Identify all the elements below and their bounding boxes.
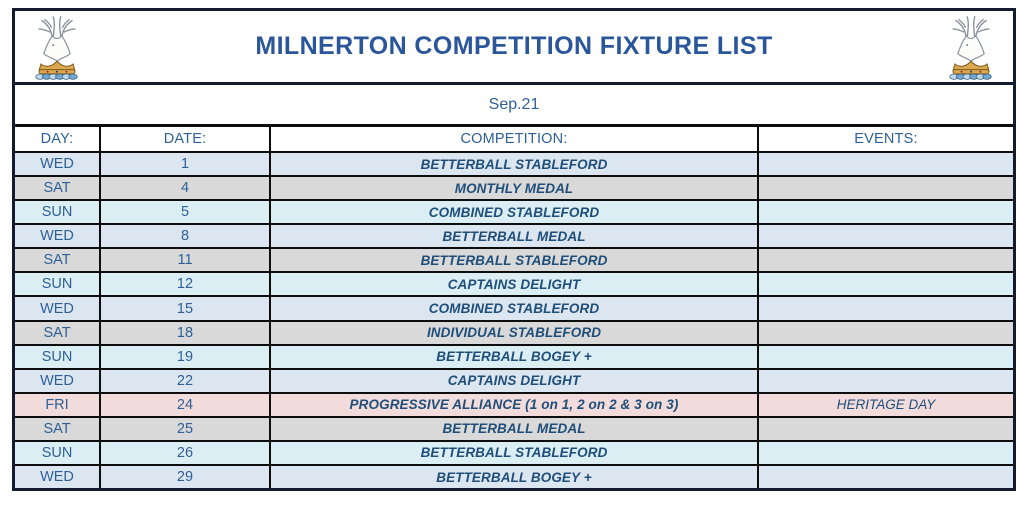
date-cell: 5 bbox=[101, 201, 271, 224]
event-cell bbox=[759, 346, 1013, 368]
club-crest-icon bbox=[949, 15, 992, 80]
fixture-row: FRI 24 PROGRESSIVE ALLIANCE (1 on 1, 2 o… bbox=[15, 393, 1013, 418]
day-cell: SUN bbox=[15, 345, 101, 368]
column-header-day: DAY: bbox=[15, 127, 101, 151]
date-cell: 1 bbox=[101, 153, 271, 176]
event-cell bbox=[759, 201, 1013, 223]
day-cell: SUN bbox=[15, 201, 101, 224]
club-crest-icon bbox=[35, 15, 78, 80]
day-cell: SAT bbox=[15, 321, 101, 344]
day-cell: FRI bbox=[15, 393, 101, 416]
competition-cell: PROGRESSIVE ALLIANCE (1 on 1, 2 on 2 & 3… bbox=[271, 393, 759, 416]
date-cell: 8 bbox=[101, 225, 271, 248]
fixture-row: SUN 12 CAPTAINS DELIGHT bbox=[15, 273, 1013, 298]
competition-cell: BETTERBALL BOGEY + bbox=[271, 466, 759, 489]
fixture-row: SUN 19 BETTERBALL BOGEY + bbox=[15, 345, 1013, 370]
date-cell: 19 bbox=[101, 345, 271, 368]
competition-cell: BETTERBALL MEDAL bbox=[271, 417, 759, 440]
day-cell: SAT bbox=[15, 417, 101, 440]
competition-cell: COMBINED STABLEFORD bbox=[271, 297, 759, 320]
date-cell: 4 bbox=[101, 177, 271, 200]
date-cell: 29 bbox=[101, 466, 271, 489]
competition-cell: BETTERBALL MEDAL bbox=[271, 225, 759, 248]
event-cell bbox=[759, 322, 1013, 344]
fixture-row: SAT 25 BETTERBALL MEDAL bbox=[15, 417, 1013, 442]
date-cell: 25 bbox=[101, 417, 271, 440]
competition-cell: INDIVIDUAL STABLEFORD bbox=[271, 321, 759, 344]
fixture-list-sheet: MILNERTON COMPETITION FIXTURE LIST bbox=[12, 8, 1016, 491]
event-cell bbox=[759, 297, 1013, 319]
event-cell bbox=[759, 442, 1013, 464]
event-cell bbox=[759, 370, 1013, 392]
event-cell bbox=[759, 418, 1013, 440]
competition-cell: BETTERBALL BOGEY + bbox=[271, 345, 759, 368]
competition-cell: CAPTAINS DELIGHT bbox=[271, 369, 759, 392]
date-cell: 24 bbox=[101, 393, 271, 416]
period-label: Sep.21 bbox=[488, 95, 540, 113]
date-cell: 15 bbox=[101, 297, 271, 320]
competition-cell: CAPTAINS DELIGHT bbox=[271, 273, 759, 296]
title-bar: MILNERTON COMPETITION FIXTURE LIST bbox=[15, 11, 1013, 85]
competition-cell: BETTERBALL STABLEFORD bbox=[271, 249, 759, 272]
fixture-row: WED 22 CAPTAINS DELIGHT bbox=[15, 369, 1013, 394]
date-cell: 18 bbox=[101, 321, 271, 344]
event-cell bbox=[759, 466, 1013, 488]
date-cell: 26 bbox=[101, 441, 271, 465]
competition-cell: COMBINED STABLEFORD bbox=[271, 201, 759, 224]
competition-cell: BETTERBALL STABLEFORD bbox=[271, 441, 759, 465]
day-cell: SAT bbox=[15, 249, 101, 272]
fixture-row: SUN 26 BETTERBALL STABLEFORD bbox=[15, 441, 1013, 467]
event-cell bbox=[759, 153, 1013, 175]
day-cell: WED bbox=[15, 297, 101, 320]
day-cell: SUN bbox=[15, 273, 101, 296]
date-cell: 11 bbox=[101, 249, 271, 272]
event-cell bbox=[759, 225, 1013, 247]
event-cell bbox=[759, 249, 1013, 271]
period-bar: Sep.21 bbox=[15, 85, 1013, 127]
day-cell: SAT bbox=[15, 177, 101, 200]
column-header-competition: COMPETITION: bbox=[271, 127, 759, 151]
header-row: DAY: DATE: COMPETITION: EVENTS: bbox=[15, 127, 1013, 153]
date-cell: 22 bbox=[101, 369, 271, 392]
fixture-row: WED 1 BETTERBALL STABLEFORD bbox=[15, 153, 1013, 178]
day-cell: SUN bbox=[15, 441, 101, 465]
fixture-row: SAT 18 INDIVIDUAL STABLEFORD bbox=[15, 321, 1013, 346]
fixture-row: WED 29 BETTERBALL BOGEY + bbox=[15, 466, 1013, 489]
competition-cell: MONTHLY MEDAL bbox=[271, 177, 759, 200]
event-cell bbox=[759, 273, 1013, 295]
page-title: MILNERTON COMPETITION FIXTURE LIST bbox=[255, 32, 773, 60]
day-cell: WED bbox=[15, 153, 101, 176]
fixture-row: SAT 11 BETTERBALL STABLEFORD bbox=[15, 249, 1013, 274]
fixtures-table: DAY: DATE: COMPETITION: EVENTS: WED 1 BE… bbox=[15, 127, 1013, 489]
event-cell: HERITAGE DAY bbox=[836, 397, 936, 413]
day-cell: WED bbox=[15, 225, 101, 248]
column-header-events: EVENTS: bbox=[854, 131, 918, 147]
date-cell: 12 bbox=[101, 273, 271, 296]
day-cell: WED bbox=[15, 369, 101, 392]
fixture-row: SAT 4 MONTHLY MEDAL bbox=[15, 177, 1013, 202]
event-cell bbox=[759, 177, 1013, 199]
column-header-date: DATE: bbox=[101, 127, 271, 151]
fixture-row: SUN 5 COMBINED STABLEFORD bbox=[15, 201, 1013, 226]
fixture-row: WED 15 COMBINED STABLEFORD bbox=[15, 297, 1013, 322]
competition-cell: BETTERBALL STABLEFORD bbox=[271, 153, 759, 176]
fixture-row: WED 8 BETTERBALL MEDAL bbox=[15, 225, 1013, 250]
day-cell: WED bbox=[15, 466, 101, 489]
